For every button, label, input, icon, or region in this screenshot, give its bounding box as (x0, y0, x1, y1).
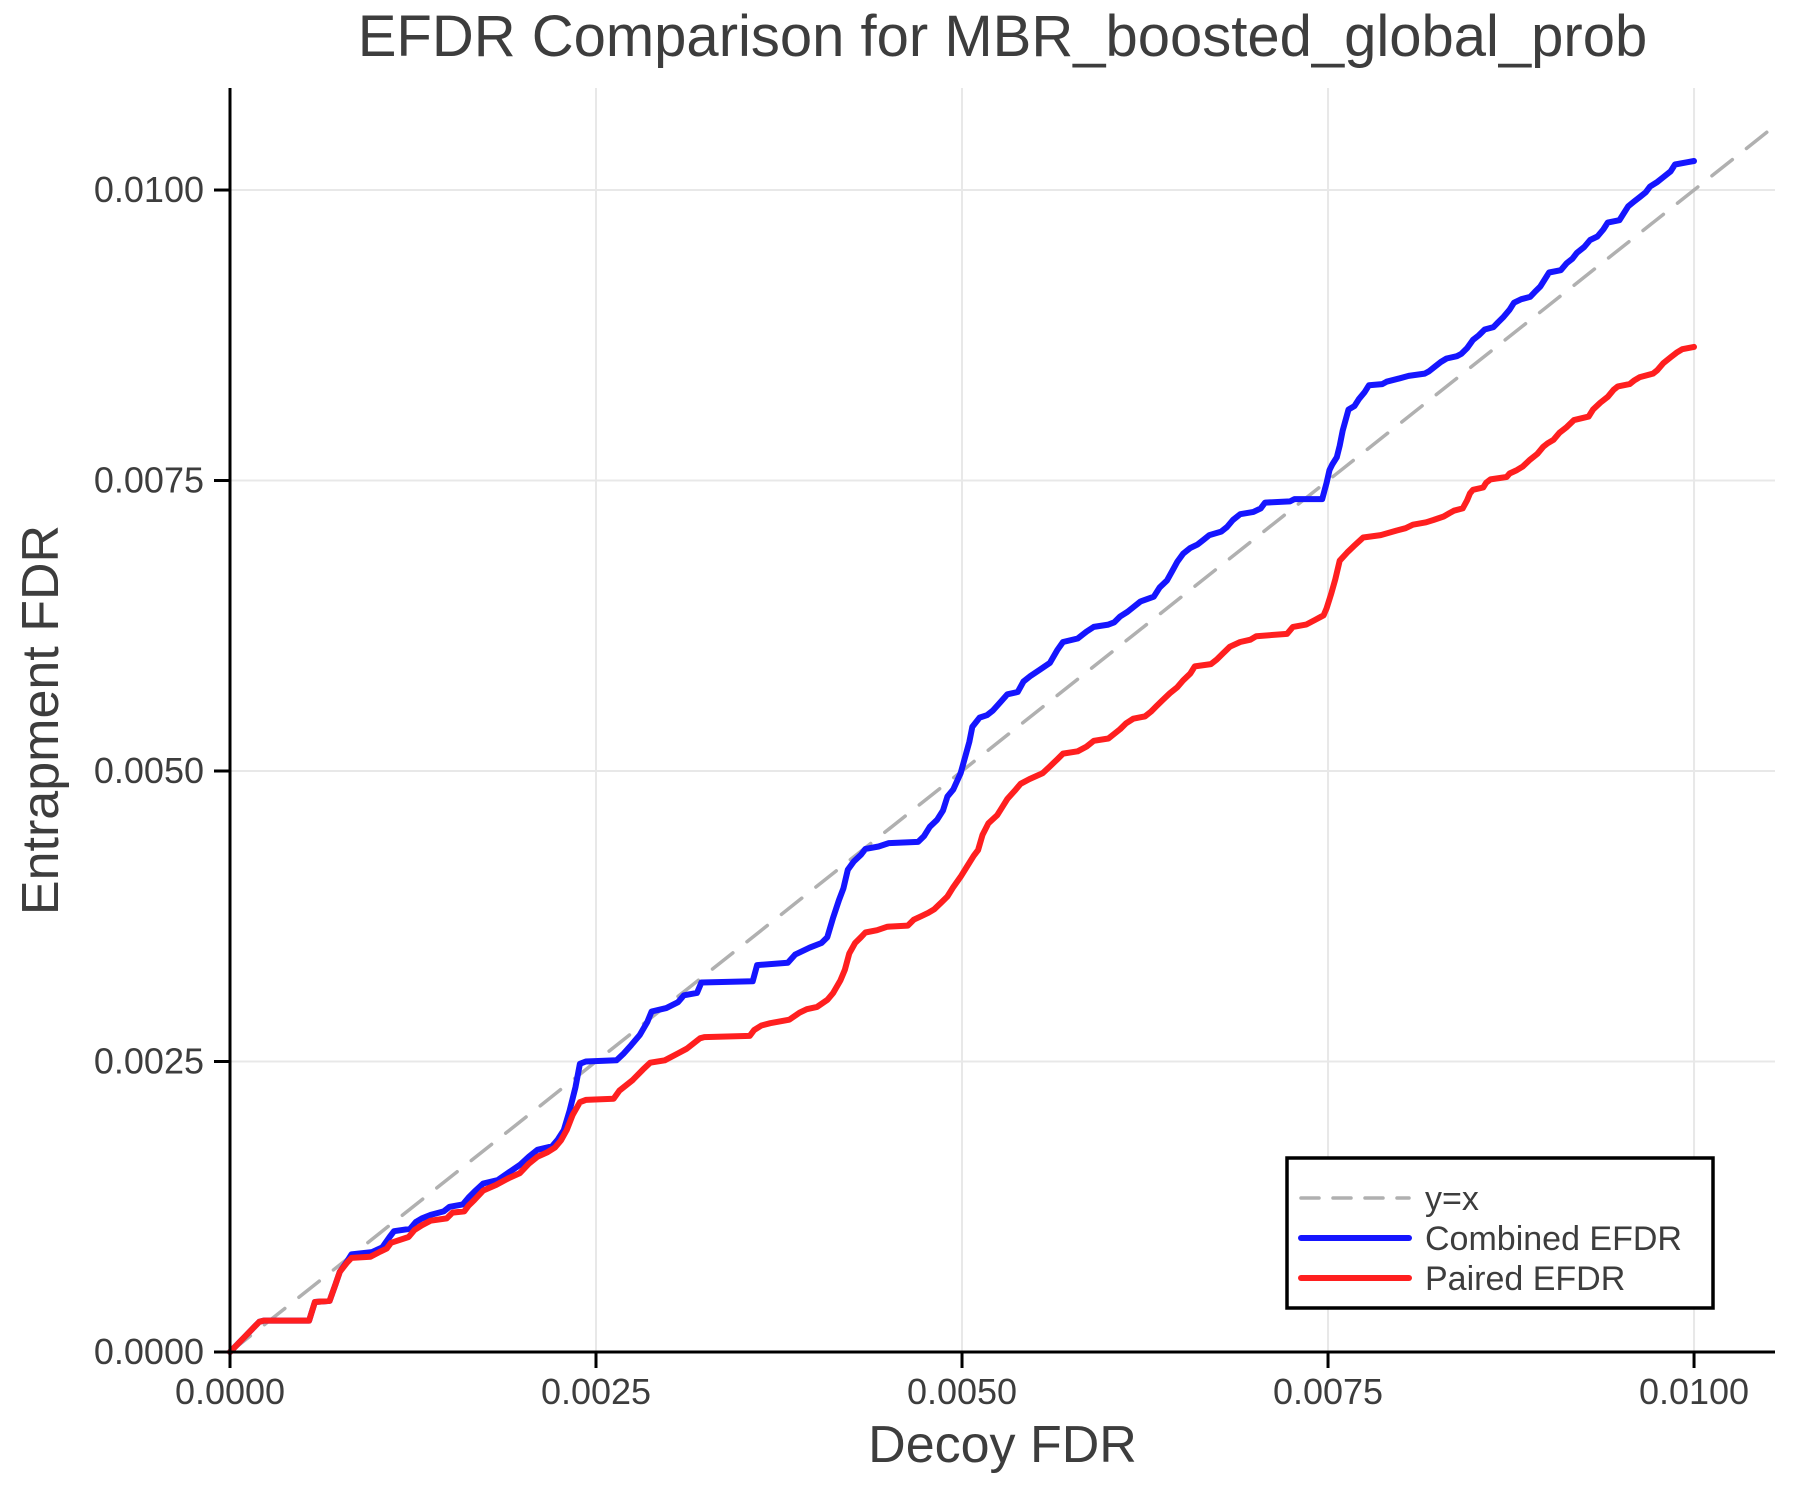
y-tick-label-1: 0.0025 (94, 1041, 204, 1082)
legend-label-combined-efdr: Combined EFDR (1425, 1220, 1682, 1258)
combined-efdr-line (227, 158, 1697, 1355)
legend-label-y-x: y=x (1425, 1180, 1479, 1218)
x-tick-label-4: 0.0100 (1639, 1371, 1749, 1412)
y-tick-label-0: 0.0000 (94, 1331, 204, 1372)
legend-label-paired-efdr: Paired EFDR (1425, 1260, 1625, 1298)
x-tick-label-3: 0.0075 (1273, 1371, 1383, 1412)
y-x-line (228, 124, 1777, 1354)
x-tick-label-2: 0.0050 (907, 1371, 1017, 1412)
y-tick-label-3: 0.0075 (94, 460, 204, 501)
x-tick-label-1: 0.0025 (541, 1371, 651, 1412)
y-axis-label: Entrapment FDR (12, 525, 70, 915)
paired-efdr-line (227, 343, 1697, 1355)
legend-box (1285, 1156, 1715, 1310)
y-tick-label-2: 0.0050 (94, 750, 204, 791)
y-tick-label-4: 0.0100 (94, 169, 204, 210)
x-axis-label: Decoy FDR (868, 1416, 1137, 1474)
x-tick-label-0: 0.0000 (175, 1371, 285, 1412)
chart-title: EFDR Comparison for MBR_boosted_global_p… (358, 4, 1648, 69)
